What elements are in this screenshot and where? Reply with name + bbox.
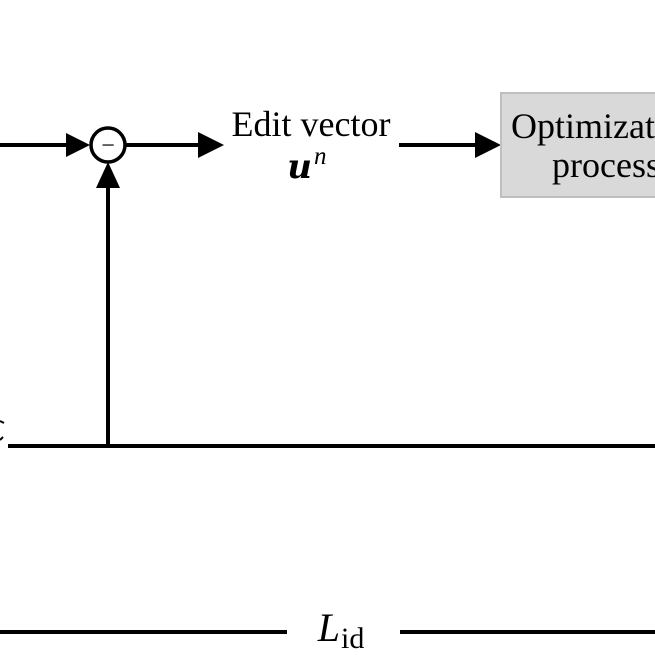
optimization-label-line2: process	[552, 145, 655, 185]
feedback-arrowhead	[96, 162, 120, 188]
loss-symbol: L	[317, 605, 340, 650]
input-arrowhead	[66, 133, 90, 157]
edit-to-optimization-arrowhead	[475, 132, 501, 158]
junction-to-edit-arrowhead	[198, 132, 224, 158]
edit-vector-superscript: n	[314, 143, 327, 170]
clipped-left-glyph	[0, 420, 5, 441]
optimization-process-box	[500, 92, 655, 198]
loss-subscript: id	[341, 622, 364, 655]
optimization-label-line1: Optimizat	[511, 106, 655, 146]
edit-vector-label: Edit vector	[232, 104, 391, 144]
minus-sign: −	[101, 133, 115, 159]
edit-vector-symbol: u	[287, 147, 312, 187]
